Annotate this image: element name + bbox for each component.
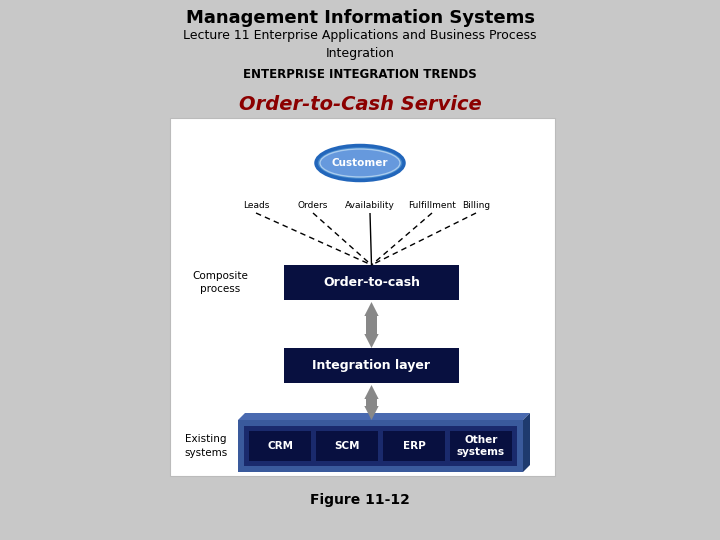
Text: Figure 11-12: Figure 11-12: [310, 493, 410, 507]
Text: Fulfillment: Fulfillment: [408, 201, 456, 211]
Text: Lecture 11 Enterprise Applications and Business Process
Integration: Lecture 11 Enterprise Applications and B…: [184, 29, 536, 59]
Bar: [366, 316, 377, 334]
Text: Integration layer: Integration layer: [312, 359, 431, 372]
Bar: [244, 426, 517, 466]
Text: Order-to-cash: Order-to-cash: [323, 276, 420, 289]
Polygon shape: [364, 334, 379, 348]
Text: CRM: CRM: [267, 441, 293, 451]
Polygon shape: [364, 302, 379, 316]
Bar: [238, 420, 523, 472]
Polygon shape: [364, 406, 379, 420]
Polygon shape: [523, 413, 530, 472]
Text: ERP: ERP: [402, 441, 426, 451]
Ellipse shape: [316, 145, 404, 180]
Text: Billing: Billing: [462, 201, 490, 211]
Text: ENTERPRISE INTEGRATION TRENDS: ENTERPRISE INTEGRATION TRENDS: [243, 69, 477, 82]
Bar: [284, 265, 459, 300]
Text: Other
systems: Other systems: [457, 435, 505, 457]
Text: Existing
systems: Existing systems: [184, 434, 228, 457]
Ellipse shape: [320, 149, 400, 177]
Text: Availability: Availability: [345, 201, 395, 211]
Bar: [249, 431, 311, 461]
Bar: [170, 118, 555, 476]
Text: Leads: Leads: [243, 201, 269, 211]
Text: Management Information Systems: Management Information Systems: [186, 9, 534, 27]
Text: SCM: SCM: [334, 441, 360, 451]
Bar: [284, 348, 459, 383]
Text: Orders: Orders: [298, 201, 328, 211]
Bar: [383, 431, 445, 461]
Polygon shape: [364, 385, 379, 399]
Text: Order-to-Cash Service: Order-to-Cash Service: [238, 94, 482, 113]
Bar: [366, 399, 377, 406]
Bar: [450, 431, 512, 461]
Text: Composite
process: Composite process: [192, 271, 248, 294]
Text: Customer: Customer: [332, 158, 388, 168]
Polygon shape: [238, 413, 530, 420]
Bar: [316, 431, 378, 461]
